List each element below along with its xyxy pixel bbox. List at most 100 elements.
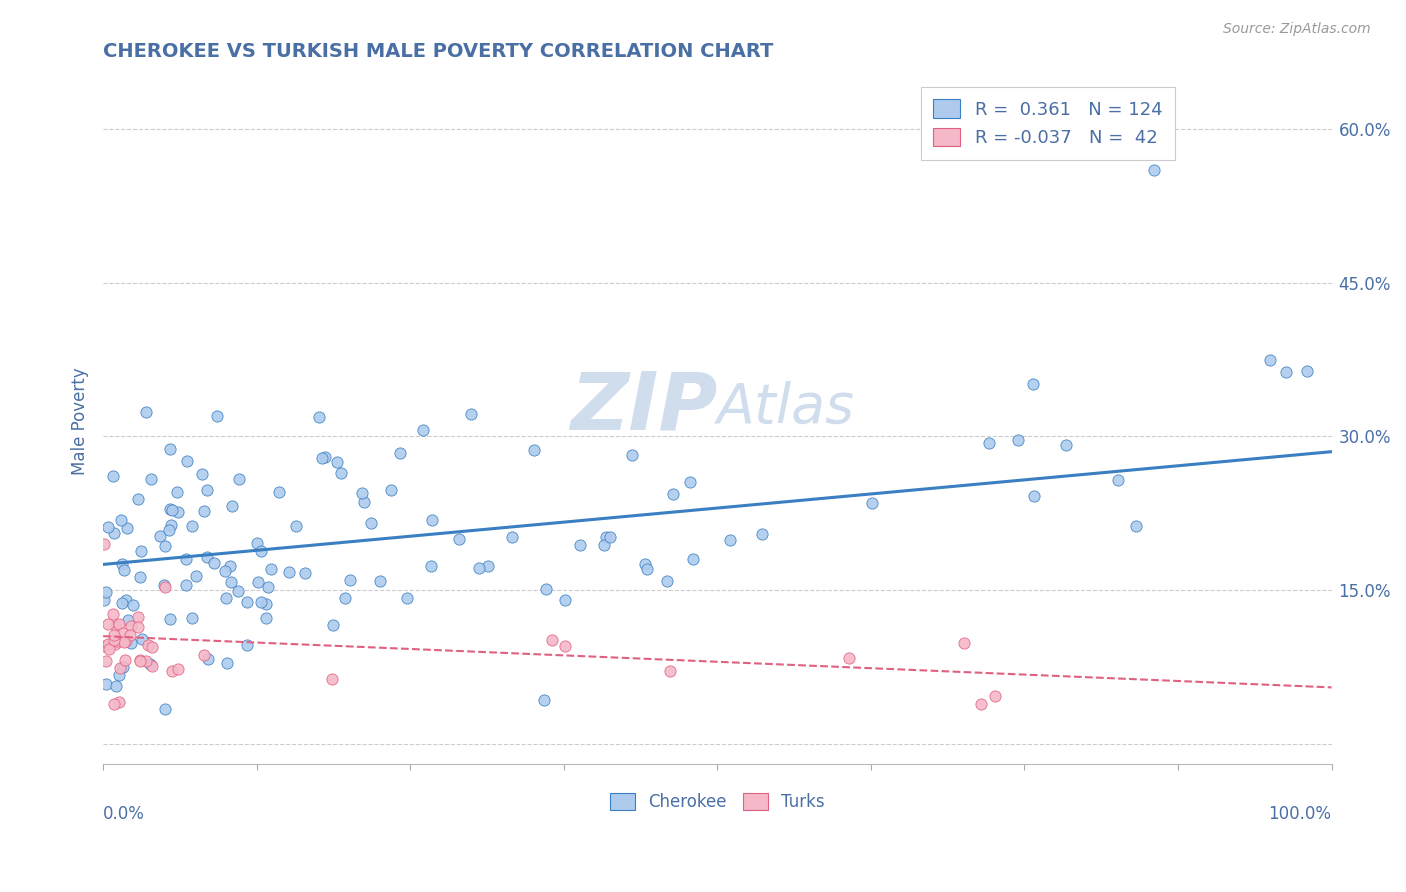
Point xyxy=(246,574,269,589)
Point xyxy=(353,494,375,508)
Point xyxy=(1275,365,1298,379)
Point xyxy=(115,634,138,648)
Point xyxy=(167,662,190,676)
Point xyxy=(94,585,117,599)
Point xyxy=(149,528,172,542)
Point xyxy=(1024,489,1046,503)
Point xyxy=(166,505,188,519)
Point xyxy=(207,409,229,423)
Point xyxy=(103,632,125,647)
Point xyxy=(1107,473,1129,487)
Point xyxy=(129,544,152,558)
Point xyxy=(118,628,141,642)
Text: CHEROKEE VS TURKISH MALE POVERTY CORRELATION CHART: CHEROKEE VS TURKISH MALE POVERTY CORRELA… xyxy=(103,42,773,61)
Point xyxy=(117,521,139,535)
Point xyxy=(360,516,382,530)
Point xyxy=(128,654,150,668)
Point xyxy=(176,454,198,468)
Point xyxy=(114,592,136,607)
Point xyxy=(657,574,679,588)
Point xyxy=(380,483,402,497)
Point xyxy=(254,610,277,624)
Point xyxy=(202,557,225,571)
Point xyxy=(218,558,240,573)
Point xyxy=(214,565,236,579)
Point xyxy=(534,582,557,596)
Point xyxy=(136,638,159,652)
Point xyxy=(120,619,142,633)
Point xyxy=(662,487,685,501)
Point xyxy=(523,442,546,457)
Point xyxy=(308,409,330,424)
Point xyxy=(112,563,135,577)
Point xyxy=(105,679,128,693)
Point xyxy=(181,611,204,625)
Point xyxy=(97,617,120,632)
Point xyxy=(679,475,702,489)
Point xyxy=(321,672,343,686)
Point xyxy=(246,536,269,550)
Point xyxy=(129,653,152,667)
Point xyxy=(595,530,617,544)
Point xyxy=(191,467,214,481)
Point xyxy=(1007,434,1029,448)
Point xyxy=(97,637,120,651)
Point xyxy=(368,574,391,589)
Point xyxy=(121,599,143,613)
Point xyxy=(127,620,149,634)
Point xyxy=(174,577,197,591)
Point xyxy=(120,636,142,650)
Point xyxy=(184,569,207,583)
Point xyxy=(1054,438,1077,452)
Point xyxy=(838,651,860,665)
Point xyxy=(105,619,128,633)
Point xyxy=(1143,162,1166,177)
Point xyxy=(153,539,176,553)
Point xyxy=(412,423,434,437)
Point xyxy=(160,665,183,679)
Point xyxy=(501,530,523,544)
Point xyxy=(533,693,555,707)
Point xyxy=(634,557,657,571)
Point xyxy=(335,591,357,605)
Point xyxy=(221,499,243,513)
Point xyxy=(468,561,491,575)
Point xyxy=(153,580,176,594)
Point xyxy=(228,584,250,599)
Point xyxy=(97,520,120,534)
Point xyxy=(127,492,149,507)
Point xyxy=(599,530,621,544)
Point xyxy=(111,557,134,571)
Point xyxy=(159,612,181,626)
Point xyxy=(131,632,153,646)
Text: 100.0%: 100.0% xyxy=(1268,805,1331,823)
Point xyxy=(112,660,135,674)
Point xyxy=(330,466,353,480)
Point xyxy=(460,407,482,421)
Point xyxy=(250,544,273,558)
Point xyxy=(860,496,883,510)
Point xyxy=(267,485,290,500)
Point xyxy=(540,633,562,648)
Point xyxy=(152,578,174,592)
Point xyxy=(970,698,993,712)
Point xyxy=(339,573,361,587)
Point xyxy=(250,595,273,609)
Point xyxy=(257,580,280,594)
Point xyxy=(159,501,181,516)
Point xyxy=(554,593,576,607)
Point xyxy=(108,667,131,681)
Point xyxy=(285,519,308,533)
Point xyxy=(110,513,132,527)
Point xyxy=(94,677,117,691)
Point xyxy=(160,502,183,516)
Point xyxy=(93,592,115,607)
Text: Source: ZipAtlas.com: Source: ZipAtlas.com xyxy=(1223,22,1371,37)
Point xyxy=(138,657,160,672)
Point xyxy=(108,661,131,675)
Point xyxy=(314,450,336,464)
Point xyxy=(294,566,316,580)
Point xyxy=(977,435,1000,450)
Y-axis label: Male Poverty: Male Poverty xyxy=(72,368,89,475)
Point xyxy=(195,550,218,565)
